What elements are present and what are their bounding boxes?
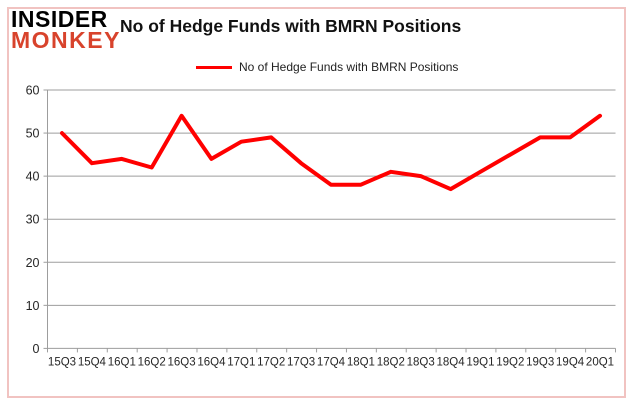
svg-text:18Q1: 18Q1 [347,356,375,368]
svg-text:18Q4: 18Q4 [436,356,465,368]
svg-text:16Q2: 16Q2 [138,356,166,368]
chart-title: No of Hedge Funds with BMRN Positions [120,16,462,36]
insider-monkey-logo: INSIDER MONKEY [11,6,121,54]
logo-monkey-text: MONKEY [11,27,121,54]
svg-text:16Q3: 16Q3 [167,356,195,368]
svg-text:19Q3: 19Q3 [526,356,554,368]
svg-text:50: 50 [26,127,40,141]
svg-text:20: 20 [26,256,40,270]
legend: No of Hedge Funds with BMRN Positions [196,60,458,74]
svg-text:19Q2: 19Q2 [496,356,524,368]
svg-text:15Q3: 15Q3 [48,356,76,368]
svg-text:10: 10 [26,299,40,313]
svg-text:30: 30 [26,213,40,227]
svg-text:60: 60 [26,84,40,98]
svg-text:16Q4: 16Q4 [197,356,226,368]
svg-text:18Q2: 18Q2 [377,356,405,368]
svg-text:17Q2: 17Q2 [257,356,285,368]
svg-text:40: 40 [26,170,40,184]
svg-text:17Q4: 17Q4 [317,356,346,368]
svg-text:17Q1: 17Q1 [227,356,255,368]
svg-text:19Q1: 19Q1 [466,356,494,368]
svg-text:20Q1: 20Q1 [586,356,614,368]
logo-insider-text: INSIDER [11,6,108,32]
svg-text:17Q3: 17Q3 [287,356,315,368]
legend-line-swatch [196,65,232,69]
svg-text:19Q4: 19Q4 [556,356,585,368]
svg-text:16Q1: 16Q1 [108,356,136,368]
svg-text:0: 0 [33,342,40,356]
svg-text:15Q4: 15Q4 [78,356,107,368]
svg-text:18Q3: 18Q3 [407,356,435,368]
legend-label: No of Hedge Funds with BMRN Positions [239,60,459,74]
